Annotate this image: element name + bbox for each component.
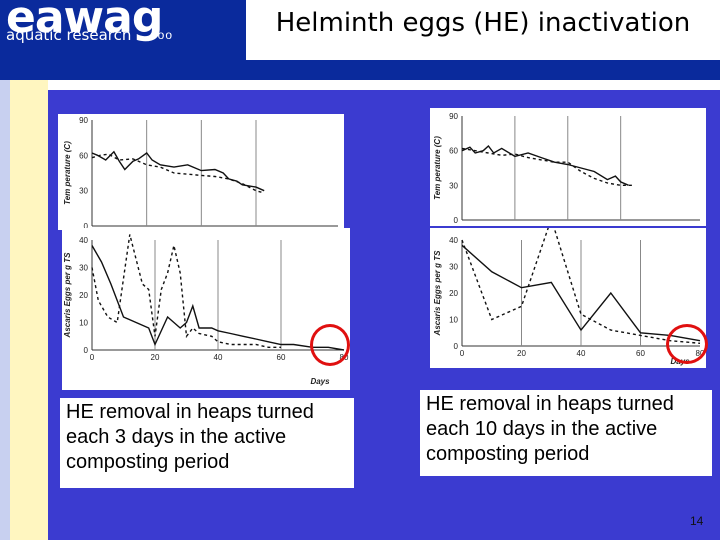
left-caption: HE removal in heaps turned each 3 days i…	[60, 398, 354, 488]
x-tick-label: 60	[277, 353, 286, 362]
slide-title: Helminth eggs (HE) inactivation	[275, 8, 691, 38]
x-tick-label: 0	[90, 353, 95, 362]
right-caption: HE removal in heaps turned each 10 days …	[420, 390, 712, 476]
eawag-logo: eawag	[6, 0, 163, 43]
y-tick-label: 0	[454, 342, 459, 351]
x-axis-label: Days	[310, 377, 330, 386]
y-axis-label: Ascaris Eggs per g TS	[433, 250, 442, 337]
series-line-dashed	[461, 228, 701, 344]
series-line-dashed	[91, 153, 265, 194]
x-tick-label: 60	[636, 349, 645, 358]
logo-dots: ooo	[150, 28, 174, 42]
y-axis-label: Tem perature (C)	[63, 141, 72, 205]
y-axis-label: Tem perature (C)	[433, 136, 442, 200]
y-tick-label: 10	[449, 316, 458, 325]
y-tick-label: 0	[84, 222, 89, 230]
title-box: Helminth eggs (HE) inactivation	[246, 0, 720, 60]
y-tick-label: 30	[79, 187, 88, 196]
x-tick-label: 20	[517, 349, 526, 358]
left-strip-accent	[0, 80, 10, 540]
x-tick-label: 40	[577, 349, 586, 358]
right-temperature-chart: 0 30 60 90 Tem perature (C)	[433, 112, 700, 225]
y-axis-label: Ascaris Eggs per g TS	[63, 252, 72, 339]
series-line-solid	[461, 244, 701, 342]
y-tick-label: 30	[449, 263, 458, 272]
y-tick-label: 0	[454, 216, 459, 225]
series-line-solid	[91, 150, 265, 192]
y-tick-label: 90	[79, 116, 88, 125]
y-tick-label: 0	[84, 346, 89, 355]
series-line-dashed	[91, 234, 281, 349]
x-tick-label: 40	[214, 353, 223, 362]
right-eggs-panel: 0 10 20 30 40 0 20 40 60 80 Days Ascaris Eggs per g…	[430, 228, 706, 368]
page-number: 14	[690, 514, 704, 528]
series-line-solid	[91, 245, 345, 351]
y-tick-label: 20	[449, 289, 458, 298]
left-temperature-panel: 0 30 60 90 Tem perature (C)	[58, 114, 344, 230]
header-bar: eawag aquatic research ooo Helminth eggs…	[0, 0, 720, 80]
y-tick-label: 60	[79, 151, 88, 160]
y-tick-label: 40	[449, 236, 458, 245]
y-tick-label: 90	[449, 112, 458, 121]
x-tick-label: 20	[151, 353, 160, 362]
logo-subtitle: aquatic research	[6, 26, 132, 44]
left-eggs-panel: 0 10 20 30 40 0 20 40 60 80 Days Ascaris Eggs per g…	[62, 228, 350, 390]
y-tick-label: 60	[449, 147, 458, 156]
right-highlight-circle	[666, 324, 708, 364]
left-highlight-circle	[310, 324, 350, 366]
y-tick-label: 40	[79, 236, 88, 245]
left-temperature-chart: 0 30 60 90 Tem perature (C)	[63, 116, 338, 230]
right-temperature-panel: 0 30 60 90 Tem perature (C)	[430, 108, 706, 226]
y-tick-label: 30	[79, 264, 88, 273]
y-tick-label: 30	[449, 181, 458, 190]
y-tick-label: 20	[79, 291, 88, 300]
x-tick-label: 0	[460, 349, 465, 358]
y-tick-label: 10	[79, 319, 88, 328]
series-line-solid	[461, 144, 629, 186]
